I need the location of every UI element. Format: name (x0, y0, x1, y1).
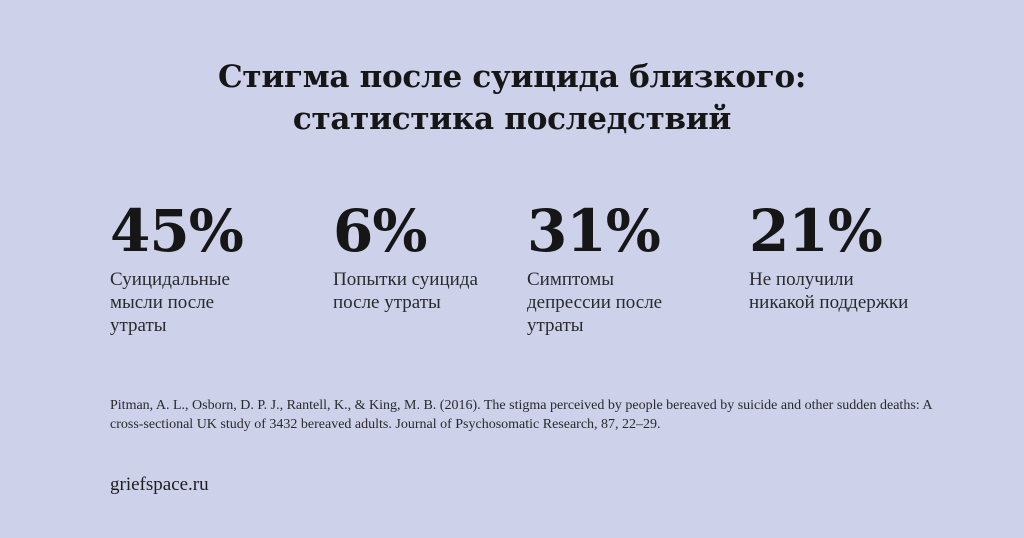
stat-value: 31% (527, 197, 661, 265)
stat-label: Попытки суицида после утраты (333, 269, 478, 313)
source-citation: Pitman, A. L., Osborn, D. P. J., Rantell… (110, 398, 932, 432)
stat-value: 21% (749, 197, 883, 265)
stat-label: Симптомы депрессии после утраты (527, 269, 663, 336)
stat-label: Суицидальные мысли после утраты (110, 269, 230, 336)
stat-suicide-attempts: 6% Попытки суицида после утраты (333, 198, 533, 314)
stat-suicidal-thoughts: 45% Суицидальные мысли после утраты (110, 198, 310, 337)
title-line-2: статистика последствий (292, 101, 732, 137)
stat-no-support: 21% Не получили никакой поддержки (749, 198, 949, 314)
stat-value: 45% (110, 197, 244, 265)
page-title: Стигма после суицида близкого: статистик… (0, 56, 1024, 140)
title-line-1: Стигма после суицида близкого: (218, 59, 806, 95)
stat-label: Не получили никакой поддержки (749, 269, 909, 313)
site-url: griefspace.ru (110, 474, 209, 495)
stat-depression-symptoms: 31% Симптомы депрессии после утраты (527, 198, 727, 337)
stat-value: 6% (333, 197, 427, 265)
